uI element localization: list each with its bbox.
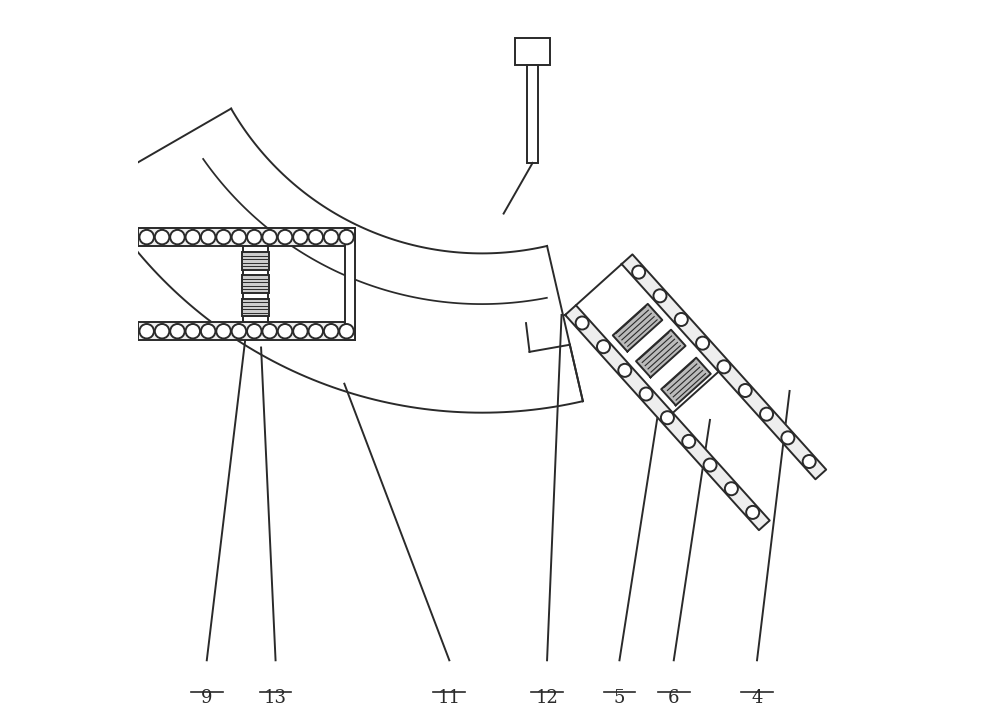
Circle shape — [155, 324, 169, 339]
Circle shape — [576, 316, 589, 329]
Circle shape — [324, 324, 338, 339]
Circle shape — [201, 230, 215, 245]
Bar — [243, 246, 268, 322]
Circle shape — [597, 340, 610, 353]
Circle shape — [216, 230, 231, 245]
Bar — [242, 275, 269, 293]
Circle shape — [155, 230, 169, 245]
Circle shape — [725, 482, 738, 495]
Bar — [345, 228, 355, 340]
Circle shape — [262, 324, 277, 339]
Circle shape — [675, 313, 688, 326]
Circle shape — [278, 230, 292, 245]
Circle shape — [186, 324, 200, 339]
Circle shape — [704, 458, 717, 471]
Circle shape — [781, 432, 794, 445]
Circle shape — [653, 290, 666, 303]
Circle shape — [201, 324, 215, 339]
Polygon shape — [613, 304, 662, 352]
Circle shape — [640, 387, 653, 400]
Text: 11: 11 — [438, 689, 461, 707]
Circle shape — [293, 230, 308, 245]
Circle shape — [324, 230, 338, 245]
Circle shape — [803, 455, 816, 468]
Polygon shape — [661, 358, 711, 405]
Circle shape — [247, 230, 262, 245]
Bar — [242, 299, 269, 316]
Circle shape — [309, 230, 323, 245]
Circle shape — [232, 230, 246, 245]
Circle shape — [760, 408, 773, 421]
Circle shape — [339, 230, 354, 245]
Circle shape — [682, 435, 695, 448]
Text: 9: 9 — [201, 689, 213, 707]
Circle shape — [618, 364, 631, 377]
Text: 5: 5 — [614, 689, 625, 707]
Circle shape — [339, 324, 354, 339]
Circle shape — [139, 230, 154, 245]
Circle shape — [216, 324, 231, 339]
Circle shape — [232, 324, 246, 339]
Circle shape — [632, 266, 645, 279]
Text: 12: 12 — [536, 689, 558, 707]
Circle shape — [746, 506, 759, 519]
Circle shape — [247, 324, 262, 339]
Polygon shape — [93, 109, 583, 413]
Bar — [138, 322, 355, 340]
Circle shape — [262, 230, 277, 245]
Circle shape — [170, 324, 185, 339]
Text: 6: 6 — [668, 689, 680, 707]
Polygon shape — [622, 254, 826, 479]
Circle shape — [739, 384, 752, 397]
Text: 13: 13 — [264, 689, 287, 707]
Polygon shape — [565, 306, 770, 530]
Bar — [527, 65, 538, 163]
Text: 4: 4 — [751, 689, 763, 707]
Bar — [242, 252, 269, 269]
Polygon shape — [636, 329, 686, 377]
Circle shape — [139, 324, 154, 339]
Circle shape — [278, 324, 292, 339]
Bar — [138, 228, 355, 246]
Circle shape — [170, 230, 185, 245]
Circle shape — [696, 337, 709, 350]
Bar — [515, 38, 550, 65]
Circle shape — [309, 324, 323, 339]
Circle shape — [293, 324, 308, 339]
Circle shape — [717, 361, 730, 374]
Circle shape — [186, 230, 200, 245]
Circle shape — [661, 411, 674, 424]
